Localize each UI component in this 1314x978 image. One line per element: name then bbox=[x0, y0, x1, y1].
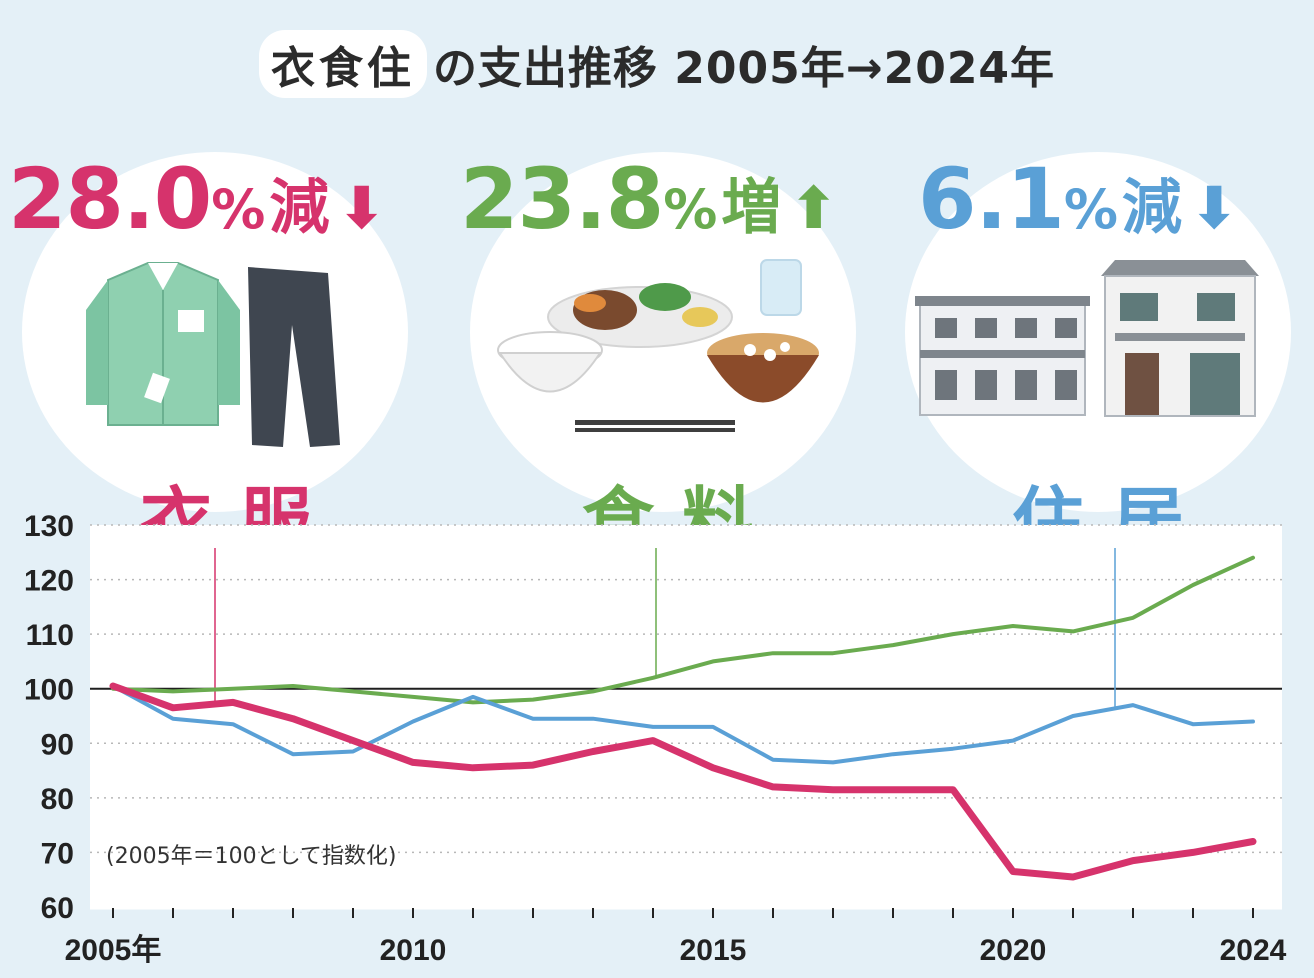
grid-lines bbox=[90, 524, 1282, 911]
title-rest: の支出推移 2005年→2024年 bbox=[432, 43, 1056, 94]
series-lines bbox=[109, 555, 1257, 881]
food-change-value: 23.8 bbox=[460, 150, 664, 248]
series-line-住居 bbox=[111, 684, 1255, 765]
clothing-change: 28.0 % 減 ⬇ bbox=[8, 150, 386, 248]
housing-change: 6.1 % 減 ⬇ bbox=[918, 150, 1239, 248]
houses-icon bbox=[915, 260, 1259, 417]
clothing-change-word: 減 bbox=[269, 173, 330, 243]
housing-change-value: 6.1 bbox=[918, 150, 1065, 248]
y-tick-label-90: 90 bbox=[41, 728, 74, 761]
y-tick-label-80: 80 bbox=[41, 783, 74, 816]
food-change: 23.8 % 増 ⬆ bbox=[460, 150, 838, 248]
chart-title: 衣食住 の支出推移 2005年→2024年 bbox=[0, 30, 1314, 98]
y-tick-label-120: 120 bbox=[24, 565, 74, 598]
x-tick-label-2024: 2024 bbox=[1220, 934, 1287, 967]
shirt-and-pants-icon bbox=[86, 262, 340, 447]
x-tick-label-2005: 2005年 bbox=[65, 934, 162, 967]
housing-change-word: 減 bbox=[1121, 173, 1182, 243]
label-connectors bbox=[214, 548, 1116, 709]
up-arrow-icon: ⬆ bbox=[789, 174, 838, 242]
clothing-change-percent: % bbox=[211, 178, 266, 241]
clothing-change-value: 28.0 bbox=[8, 150, 212, 248]
y-tick-labels: 60 70 80 90 100 110 120 130 bbox=[24, 510, 74, 925]
y-tick-label-60: 60 bbox=[41, 892, 74, 925]
x-tick-label-2015: 2015 bbox=[680, 934, 747, 967]
series-line-衣服 bbox=[109, 682, 1257, 881]
x-tick-marks bbox=[112, 908, 1254, 918]
x-tick-label-2020: 2020 bbox=[980, 934, 1047, 967]
y-tick-label-110: 110 bbox=[26, 619, 74, 652]
meal-set-icon bbox=[497, 259, 819, 432]
x-tick-labels: 2005年 2010 2015 2020 2024 bbox=[65, 934, 1287, 967]
y-tick-label-130: 130 bbox=[24, 510, 74, 543]
x-tick-label-2010: 2010 bbox=[380, 934, 447, 967]
y-tick-label-100: 100 bbox=[24, 674, 74, 707]
y-tick-label-70: 70 bbox=[41, 837, 74, 870]
title-highlight: 衣食住 bbox=[258, 30, 427, 98]
housing-change-percent: % bbox=[1063, 178, 1118, 241]
down-arrow-icon: ⬇ bbox=[337, 174, 386, 242]
food-change-word: 増 bbox=[721, 173, 782, 243]
index-note: (2005年＝100として指数化) bbox=[106, 844, 397, 869]
food-change-percent: % bbox=[663, 178, 718, 241]
series-line-食料 bbox=[111, 555, 1255, 705]
down-arrow-icon: ⬇ bbox=[1189, 174, 1239, 242]
